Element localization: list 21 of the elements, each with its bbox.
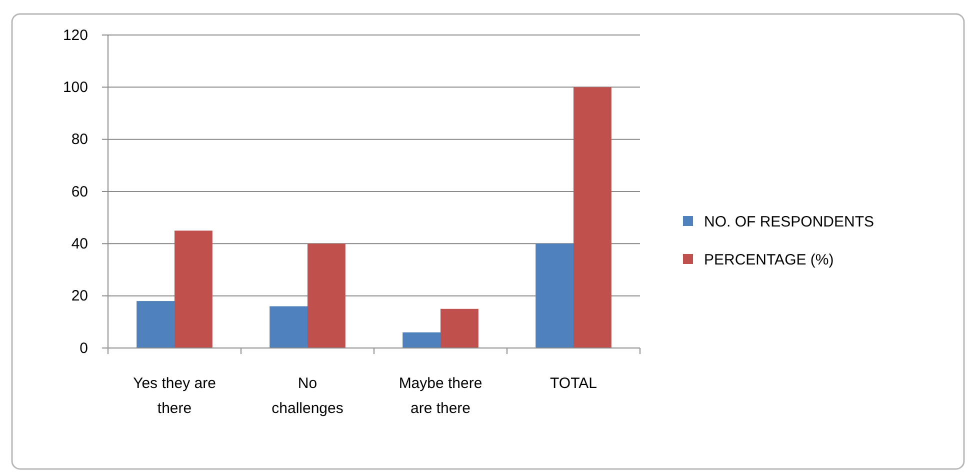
x-tick-label: Maybe there are there — [398, 375, 482, 417]
y-tick-label: 60 — [71, 183, 88, 200]
x-tick-label: TOTAL — [550, 375, 597, 392]
y-tick-label: 80 — [71, 131, 88, 148]
y-tick-label: 100 — [62, 78, 88, 96]
legend-label: PERCENTAGE (%) — [704, 251, 834, 268]
bar — [136, 301, 174, 348]
y-tick-label: 0 — [80, 340, 88, 357]
x-tick-label: No challenges — [272, 375, 344, 417]
x-tick-label: Yes they are there — [133, 375, 216, 417]
bar — [308, 244, 346, 348]
bar — [174, 230, 212, 348]
bar — [270, 306, 308, 348]
bar — [440, 308, 478, 348]
y-tick-label: 40 — [71, 235, 88, 252]
bar — [536, 244, 574, 348]
y-tick-label: 20 — [71, 288, 88, 305]
bar — [574, 87, 612, 348]
y-tick-label: 120 — [62, 26, 88, 44]
legend-label: NO. OF RESPONDENTS — [704, 213, 874, 230]
bar — [402, 332, 440, 348]
